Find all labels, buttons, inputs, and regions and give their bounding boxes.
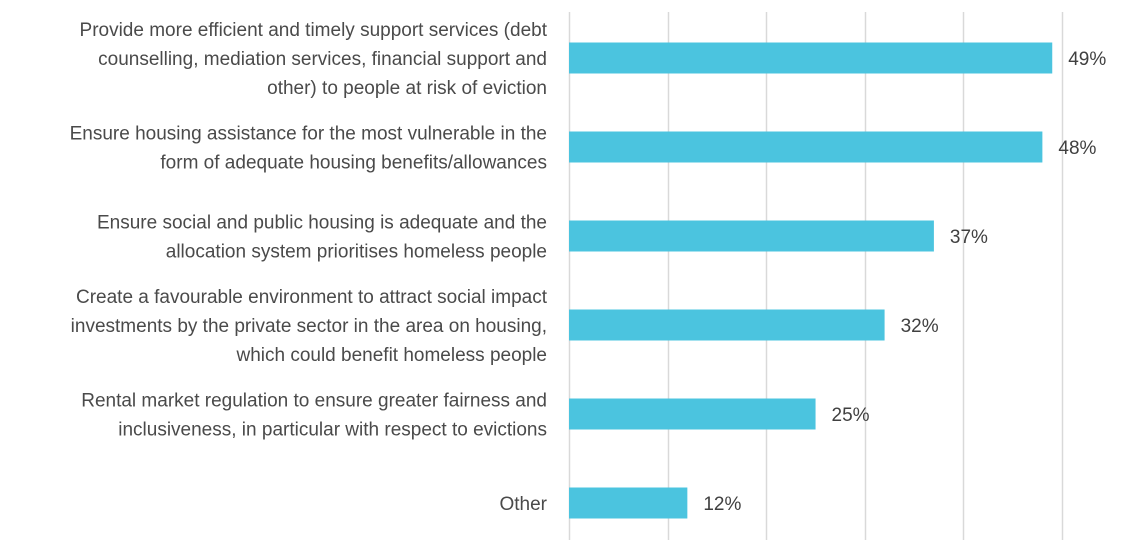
category-label: Other	[499, 494, 547, 515]
value-label: 49%	[1068, 49, 1106, 70]
category-label: Ensure social and public housing is adeq…	[97, 213, 547, 263]
category-labels: Provide more efficient and timely suppor…	[70, 20, 548, 515]
category-label-line: other) to people at risk of eviction	[267, 78, 547, 99]
bar	[569, 487, 688, 519]
category-label: Create a favourable environment to attra…	[71, 287, 548, 366]
category-label-line: Create a favourable environment to attra…	[76, 287, 548, 308]
category-label-line: Provide more efficient and timely suppor…	[80, 20, 548, 41]
bar	[569, 131, 1043, 163]
category-label-line: Other	[499, 494, 547, 515]
category-label: Ensure housing assistance for the most v…	[70, 124, 547, 174]
category-label: Provide more efficient and timely suppor…	[80, 20, 548, 99]
category-label-line: Ensure housing assistance for the most v…	[70, 124, 547, 145]
bars	[569, 42, 1053, 519]
category-label: Rental market regulation to ensure great…	[81, 391, 547, 441]
category-label-line: allocation system prioritises homeless p…	[166, 242, 547, 263]
value-label: 32%	[901, 316, 939, 337]
value-labels: 49% 48% 37% 32% 25% 12%	[703, 49, 1106, 515]
category-label-line: Ensure social and public housing is adeq…	[97, 213, 547, 234]
gridlines	[568, 12, 1064, 540]
value-label: 12%	[703, 494, 741, 515]
category-label-line: inclusiveness, in particular with respec…	[118, 420, 547, 441]
category-label-line: Rental market regulation to ensure great…	[81, 391, 547, 412]
category-label-line: counselling, mediation services, financi…	[98, 49, 547, 70]
bar	[569, 220, 934, 252]
category-label-line: form of adequate housing benefits/allowa…	[160, 153, 547, 174]
category-label-line: which could benefit homeless people	[235, 345, 547, 366]
value-label: 25%	[832, 405, 870, 426]
bar	[569, 309, 885, 341]
value-label: 37%	[950, 227, 988, 248]
value-label: 48%	[1058, 138, 1096, 159]
bar	[569, 398, 816, 430]
category-label-line: investments by the private sector in the…	[71, 316, 547, 337]
bar	[569, 42, 1053, 74]
